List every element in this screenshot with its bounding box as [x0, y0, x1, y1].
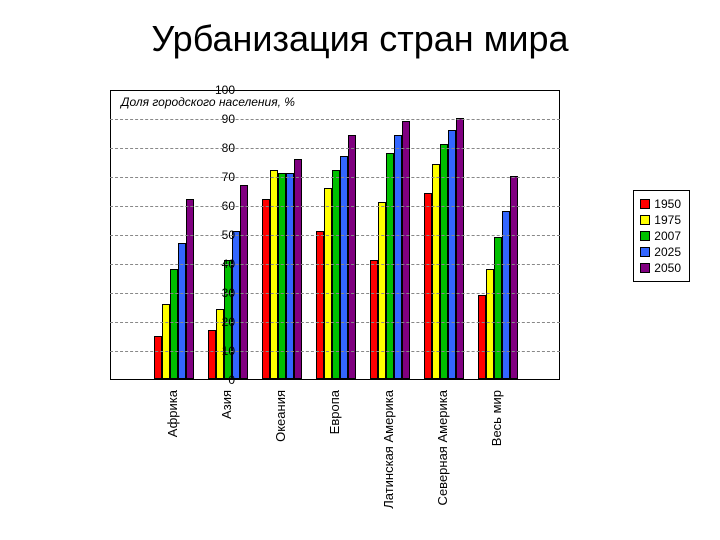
- bar: [286, 173, 294, 379]
- bar: [378, 202, 386, 379]
- legend-item: 1975: [640, 213, 681, 227]
- x-tick: Европа: [327, 390, 342, 434]
- bar: [186, 199, 194, 379]
- bar: [402, 121, 410, 379]
- gridline: [110, 264, 560, 265]
- bar: [494, 237, 502, 379]
- x-tick: Африка: [165, 390, 180, 437]
- bar: [270, 170, 278, 379]
- bar: [316, 231, 324, 379]
- legend-item: 2007: [640, 229, 681, 243]
- page-title: Урбанизация стран мира: [0, 0, 720, 70]
- bar: [502, 211, 510, 379]
- x-tick: Океания: [273, 390, 288, 442]
- bar: [332, 170, 340, 379]
- x-tick: Латинская Америка: [381, 390, 396, 509]
- gridline: [110, 119, 560, 120]
- bar: [294, 159, 302, 379]
- bar: [278, 173, 286, 379]
- legend-swatch: [640, 231, 650, 241]
- bar: [170, 269, 178, 379]
- legend: 1950 1975 2007 2025 2050: [633, 190, 690, 282]
- gridline: [110, 351, 560, 352]
- gridline: [110, 206, 560, 207]
- bar: [394, 135, 402, 379]
- gridline: [110, 235, 560, 236]
- legend-label: 1975: [654, 213, 681, 227]
- bar: [448, 130, 456, 379]
- legend-item: 2025: [640, 245, 681, 259]
- legend-item: 2050: [640, 261, 681, 275]
- bar: [478, 295, 486, 379]
- x-tick: Северная Америка: [435, 390, 450, 505]
- legend-swatch: [640, 199, 650, 209]
- legend-label: 2007: [654, 229, 681, 243]
- bar: [154, 336, 162, 380]
- legend-swatch: [640, 263, 650, 273]
- bar: [456, 118, 464, 379]
- gridline: [110, 322, 560, 323]
- gridline: [110, 148, 560, 149]
- x-tick: Азия: [219, 390, 234, 419]
- bar: [340, 156, 348, 379]
- chart-container: Доля городского населения, % 01020304050…: [70, 90, 690, 510]
- legend-label: 2025: [654, 245, 681, 259]
- bar: [240, 185, 248, 379]
- bar: [386, 153, 394, 379]
- bar: [348, 135, 356, 379]
- bar: [262, 199, 270, 379]
- gridline: [110, 177, 560, 178]
- y-tick: 100: [205, 83, 235, 97]
- legend-swatch: [640, 215, 650, 225]
- y-tick: 0: [205, 373, 235, 387]
- bar: [162, 304, 170, 379]
- bar: [370, 260, 378, 379]
- bar: [440, 144, 448, 379]
- x-tick: Весь мир: [489, 390, 504, 446]
- legend-label: 1950: [654, 197, 681, 211]
- gridline: [110, 293, 560, 294]
- legend-label: 2050: [654, 261, 681, 275]
- legend-item: 1950: [640, 197, 681, 211]
- bar: [432, 164, 440, 379]
- legend-swatch: [640, 247, 650, 257]
- bar: [486, 269, 494, 379]
